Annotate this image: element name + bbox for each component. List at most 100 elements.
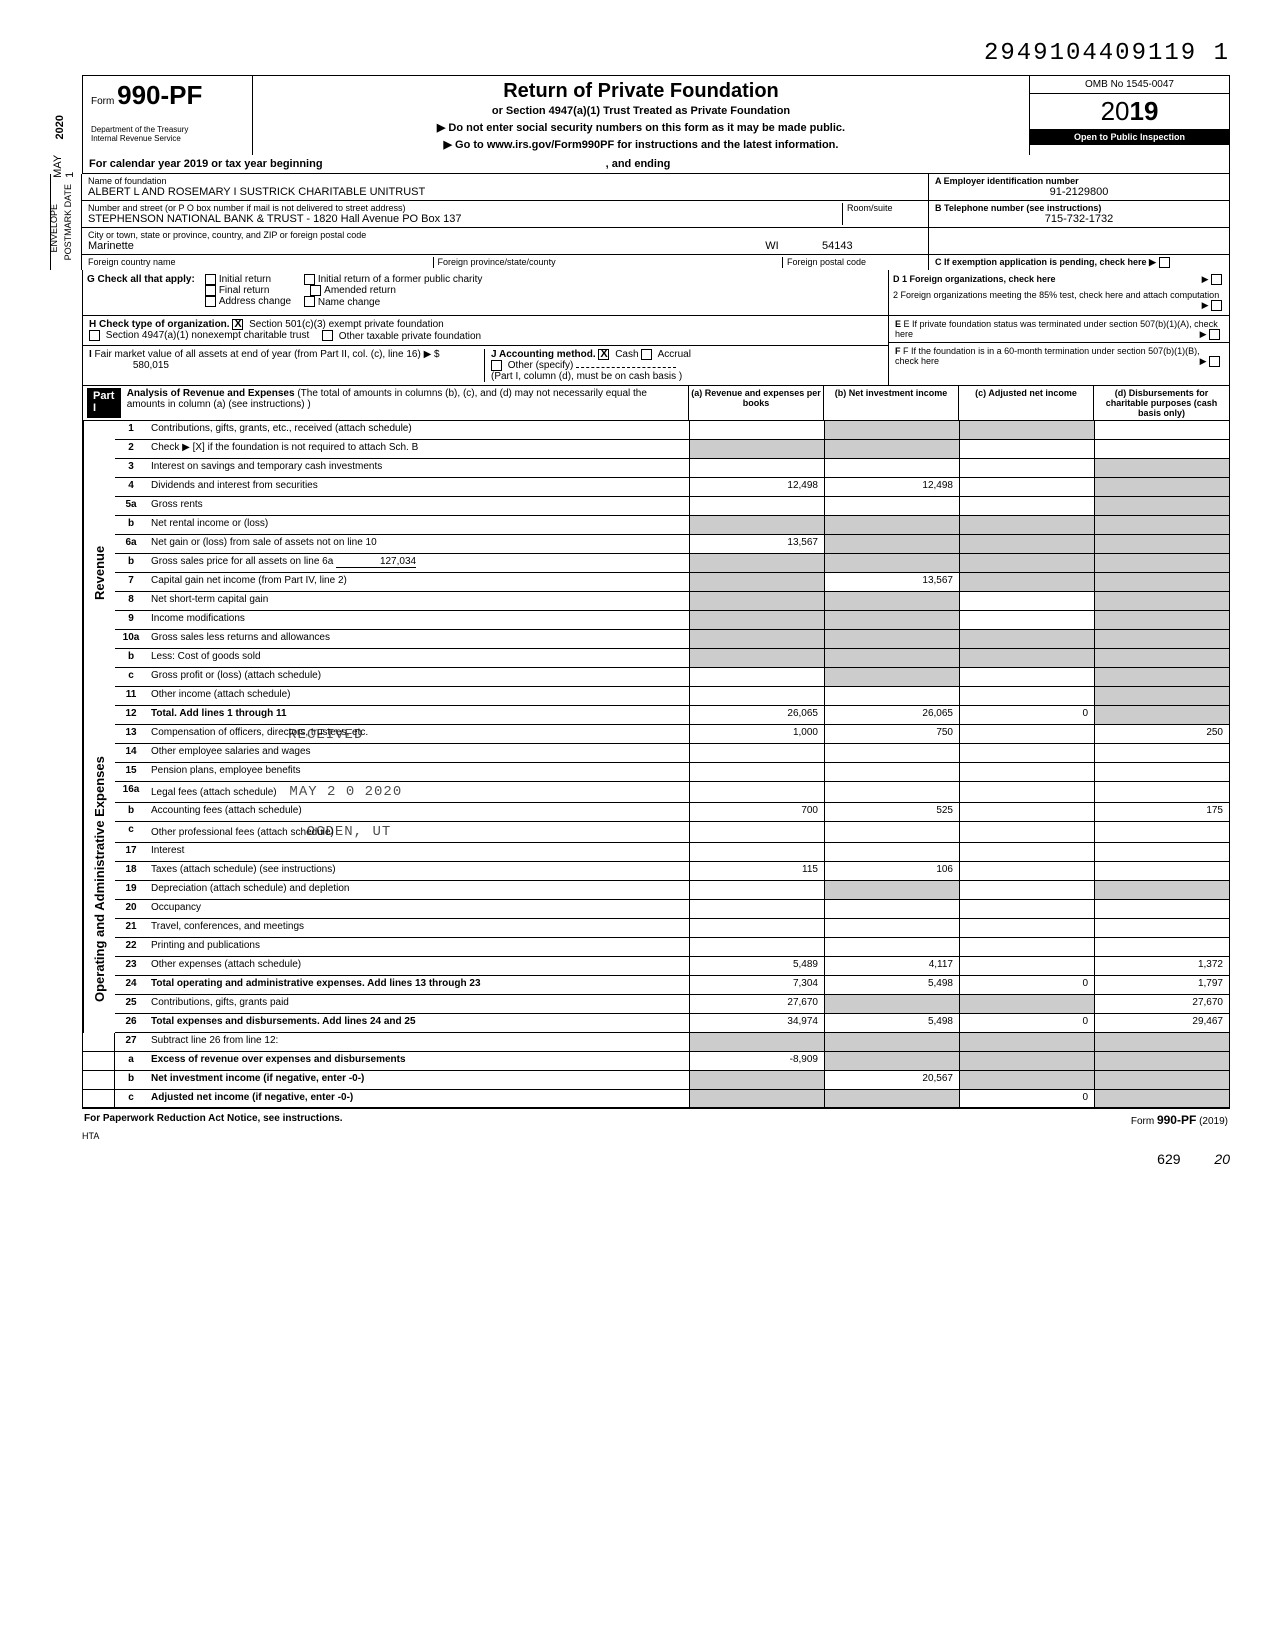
l16b-b: 525 [824,803,959,821]
line-16c: Other professional fees (attach schedule… [147,822,689,842]
line-5a: Gross rents [147,497,689,515]
addr-change-cb[interactable] [205,296,216,307]
foundation-name: ALBERT L AND ROSEMARY I SUSTRICK CHARITA… [88,186,922,198]
h-501c3-cb[interactable] [232,319,243,330]
l23-b: 4,117 [824,957,959,975]
l18-b: 106 [824,862,959,880]
l6a-a: 13,567 [689,535,824,553]
l12-b: 26,065 [824,706,959,724]
city-label: City or town, state or province, country… [88,230,922,240]
section-e: E E If private foundation status was ter… [889,316,1229,343]
l26-a: 34,974 [689,1014,824,1032]
line-10c: Gross profit or (loss) (attach schedule) [147,668,689,686]
amended-cb[interactable] [310,285,321,296]
omb-number: OMB No 1545-0047 [1030,76,1229,94]
line-27c: Adjusted net income (if negative, enter … [147,1090,689,1107]
fmv-value: 580,015 [89,360,169,371]
footer-pg2: 20 [1214,1151,1230,1167]
street-label: Number and street (or P O box number if … [88,203,842,213]
line-9: Income modifications [147,611,689,629]
city-value: Marinette [88,240,722,252]
left-year: 2020 [54,115,66,139]
d1-checkbox[interactable] [1211,274,1222,285]
h-4947-cb[interactable] [89,330,100,341]
l4-b: 12,498 [824,478,959,496]
form-number: 990-PF [117,80,202,110]
initial-former-cb[interactable] [304,274,315,285]
line-18: Taxes (attach schedule) (see instruction… [147,862,689,880]
line-10a: Gross sales less returns and allowances [147,630,689,648]
l16b-a: 700 [689,803,824,821]
line-3: Interest on savings and temporary cash i… [147,459,689,477]
col-d-head: (d) Disbursements for charitable purpose… [1094,386,1229,420]
l4-a: 12,498 [689,478,824,496]
j-other-cb[interactable] [491,360,502,371]
l26-c: 0 [959,1014,1094,1032]
line-27b: Net investment income (if negative, ente… [147,1071,689,1089]
footer-hta: HTA [82,1131,1230,1141]
e-checkbox[interactable] [1209,329,1220,340]
initial-return-cb[interactable] [205,274,216,285]
tel-value: 715-732-1732 [935,213,1223,225]
form-instr1: ▶ Do not enter social security numbers o… [257,121,1025,134]
l16b-d: 175 [1094,803,1229,821]
line-16a: Legal fees (attach schedule) MAY 2 0 202… [147,782,689,802]
line-13: Compensation of officers, directors, tru… [147,725,689,743]
line-17: Interest [147,843,689,861]
l12-c: 0 [959,706,1094,724]
l12-a: 26,065 [689,706,824,724]
line-10b: Less: Cost of goods sold [147,649,689,667]
section-f: F F If the foundation is in a 60-month t… [889,343,1229,369]
line-6a: Net gain or (loss) from sale of assets n… [147,535,689,553]
state-value: WI [722,240,822,252]
line-4: Dividends and interest from securities [147,478,689,496]
l18-a: 115 [689,862,824,880]
room-label: Room/suite [847,203,922,213]
line-7: Capital gain net income (from Part IV, l… [147,573,689,591]
h-other-cb[interactable] [322,330,333,341]
c-checkbox[interactable] [1159,257,1170,268]
form-number-cell: Form 990-PF Department of the Treasury I… [83,76,253,155]
street-value: STEPHENSON NATIONAL BANK & TRUST - 1820 … [88,213,842,225]
l26-d: 29,467 [1094,1014,1229,1032]
l7-b: 13,567 [824,573,959,591]
line-1: Contributions, gifts, grants, etc., rece… [147,421,689,439]
line-16b: Accounting fees (attach schedule) [147,803,689,821]
form-title: Return of Private Foundation [257,80,1025,103]
f-checkbox[interactable] [1209,356,1220,367]
line-26: Total expenses and disbursements. Add li… [147,1014,689,1032]
l25-d: 27,670 [1094,995,1229,1013]
col-b-head: (b) Net investment income [824,386,959,420]
footer-pg: 629 [1157,1151,1180,1167]
d2-checkbox[interactable] [1211,300,1222,311]
revenue-label: Revenue [83,421,115,725]
section-d: D 1 Foreign organizations, check here ▶ … [889,270,1229,315]
inspection-label: Open to Public Inspection [1030,129,1229,145]
name-label: Name of foundation [88,176,922,186]
envelope-label: ENVELOPE [49,204,59,253]
final-return-cb[interactable] [205,285,216,296]
line-2: Check ▶ [X] if the foundation is not req… [147,440,689,458]
foreign-province-label: Foreign province/state/county [433,257,783,268]
j-cash-cb[interactable] [598,349,609,360]
l24-b: 5,498 [824,976,959,994]
line-15: Pension plans, employee benefits [147,763,689,781]
expenses-label: Operating and Administrative Expenses [83,725,115,1033]
name-change-cb[interactable] [304,296,315,307]
line-24: Total operating and administrative expen… [147,976,689,994]
ogden-stamp: OGDEN, UT [307,824,392,840]
dept-treasury: Department of the Treasury [91,125,244,134]
line-21: Travel, conferences, and meetings [147,919,689,937]
line-27: Subtract line 26 from line 12: [147,1033,689,1051]
col-a-head: (a) Revenue and expenses per books [689,386,824,420]
form-subtitle: or Section 4947(a)(1) Trust Treated as P… [257,105,1025,117]
foreign-postal-label: Foreign postal code [782,257,922,268]
l13-d: 250 [1094,725,1229,743]
form-instr2: ▶ Go to www.irs.gov/Form990PF for instru… [257,138,1025,151]
line-11: Other income (attach schedule) [147,687,689,705]
line-8: Net short-term capital gain [147,592,689,610]
ein-label: A Employer identification number [935,176,1223,186]
l24-a: 7,304 [689,976,824,994]
l27b-b: 20,567 [824,1071,959,1089]
j-accrual-cb[interactable] [641,349,652,360]
